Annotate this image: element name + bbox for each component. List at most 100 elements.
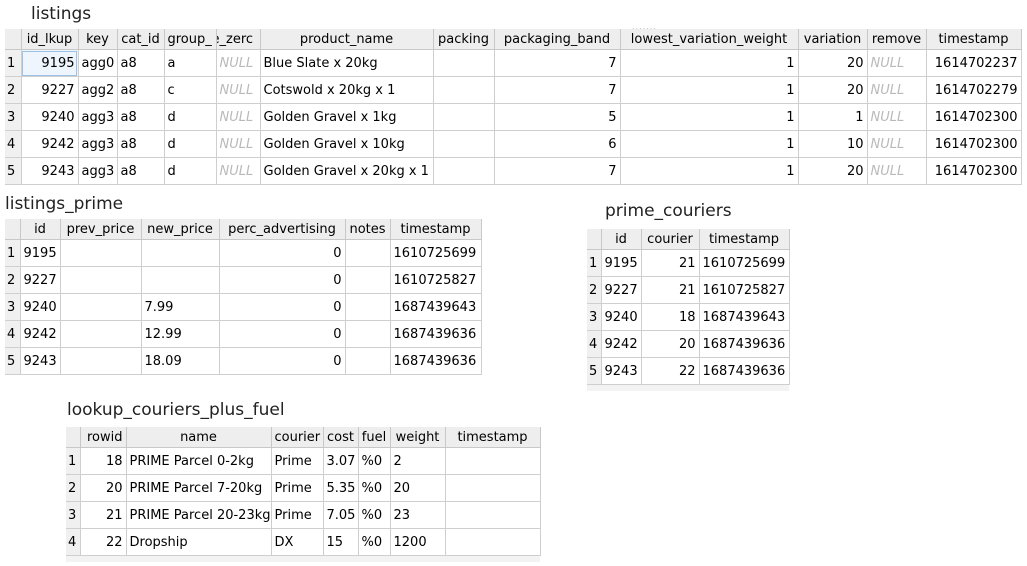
table-cell[interactable]: 20 (798, 157, 868, 185)
table-cell[interactable]: 18.09 (141, 347, 220, 375)
table-cell[interactable]: d (164, 103, 217, 131)
column-header[interactable]: variation (798, 29, 868, 50)
table-cell[interactable] (345, 320, 391, 348)
column-header[interactable]: rowid (80, 427, 127, 448)
column-header[interactable]: weight (390, 427, 446, 448)
table-cell[interactable] (433, 103, 495, 131)
table-row[interactable]: 5 9243 agg3 a8 d NULL Golden Gravel x 20… (5, 157, 1022, 185)
column-header[interactable]: group_ (164, 29, 217, 50)
table-cell[interactable]: 1610725699 (390, 239, 482, 267)
table-row[interactable]: 1 9195 agg0 a8 a NULL Blue Slate x 20kg … (5, 49, 1022, 77)
table-cell[interactable]: 22 (641, 357, 700, 385)
table-cell[interactable]: 20 (798, 76, 868, 104)
table-cell[interactable]: 10 (798, 130, 868, 158)
column-header[interactable]: cat_id (117, 29, 165, 50)
table-row[interactable]: 1 9195 21 1610725699 (587, 249, 790, 277)
table-cell[interactable]: 23 (390, 501, 446, 529)
table-cell[interactable]: 1614702300 (926, 103, 1022, 131)
table-cell[interactable]: %0 (358, 528, 391, 556)
table-cell[interactable]: PRIME Parcel 20-23kg (126, 501, 272, 529)
table-cell[interactable]: 0 (219, 293, 346, 321)
table-cell[interactable]: PRIME Parcel 0-2kg (126, 447, 272, 475)
table-cell[interactable]: a (164, 49, 217, 77)
row-number[interactable]: 1 (5, 239, 21, 267)
column-header[interactable]: perc_advertising (219, 219, 346, 240)
table-cell[interactable]: 1687439643 (699, 303, 790, 331)
column-header[interactable]: product_name (260, 29, 434, 50)
table-cell[interactable]: 1614702300 (926, 130, 1022, 158)
table-cell[interactable]: 0 (219, 320, 346, 348)
table-cell[interactable]: 9195 (21, 49, 79, 77)
table-cell[interactable]: 1 (798, 103, 868, 131)
table-cell[interactable]: a8 (117, 157, 165, 185)
table-cell[interactable]: 21 (80, 501, 127, 529)
table-cell[interactable]: 7.05 (323, 501, 359, 529)
table-cell[interactable]: 5.35 (323, 474, 359, 502)
table-cell[interactable]: 12.99 (141, 320, 220, 348)
column-header[interactable]: new_price (141, 219, 220, 240)
table-cell[interactable]: 1687439636 (699, 357, 790, 385)
table-cell[interactable]: 1687439636 (699, 330, 790, 358)
column-header[interactable]: id (20, 219, 61, 240)
table-cell[interactable]: a8 (117, 49, 165, 77)
table-cell[interactable]: agg2 (78, 76, 118, 104)
table-cell[interactable]: 9242 (20, 320, 61, 348)
table-cell[interactable]: 1614702300 (926, 157, 1022, 185)
column-header[interactable]: key (78, 29, 118, 50)
column-header[interactable]: prev_price (60, 219, 142, 240)
row-number[interactable]: 3 (66, 501, 81, 529)
table-cell[interactable]: 9243 (20, 347, 61, 375)
column-header[interactable]: courier (641, 229, 700, 250)
table-cell[interactable]: NULL (216, 49, 261, 77)
table-cell[interactable]: NULL (867, 103, 927, 131)
table-cell[interactable]: 1614702237 (926, 49, 1022, 77)
row-number[interactable]: 4 (5, 130, 22, 158)
table-cell[interactable]: %0 (358, 447, 391, 475)
table-cell[interactable]: 0 (219, 347, 346, 375)
table-cell[interactable]: PRIME Parcel 7-20kg (126, 474, 272, 502)
table-cell[interactable]: 1 (620, 49, 799, 77)
table-cell[interactable]: 20 (390, 474, 446, 502)
column-header[interactable]: notes (345, 219, 391, 240)
column-header[interactable]: cost (323, 427, 359, 448)
table-cell[interactable] (445, 528, 541, 556)
table-cell[interactable]: %0 (358, 501, 391, 529)
table-cell[interactable]: NULL (216, 103, 261, 131)
table-cell[interactable]: 1610725827 (699, 276, 790, 304)
column-header[interactable]: lowest_variation_weight (620, 29, 799, 50)
table-cell[interactable]: Prime (271, 501, 324, 529)
table-cell[interactable] (345, 239, 391, 267)
row-number[interactable]: 4 (587, 330, 602, 358)
table-cell[interactable]: 22 (80, 528, 127, 556)
table-cell[interactable]: 9227 (601, 276, 642, 304)
table-cell[interactable]: 9242 (601, 330, 642, 358)
table-cell[interactable]: 9195 (601, 249, 642, 277)
table-cell[interactable] (345, 347, 391, 375)
table-cell[interactable]: 1687439636 (390, 347, 482, 375)
table-cell[interactable]: 1687439643 (390, 293, 482, 321)
row-number[interactable]: 2 (587, 276, 602, 304)
row-header-corner[interactable] (5, 29, 22, 50)
table-cell[interactable]: Golden Gravel x 10kg (260, 130, 434, 158)
row-number[interactable]: 5 (587, 357, 602, 385)
table-cell[interactable] (433, 130, 495, 158)
table-row[interactable]: 3 9240 18 1687439643 (587, 303, 790, 331)
table-cell[interactable]: 9227 (21, 76, 79, 104)
table-row[interactable]: 4 9242 12.99 0 1687439636 (5, 320, 482, 348)
row-number[interactable]: 5 (5, 347, 21, 375)
table-row[interactable]: 4 22 Dropship DX 15 %0 1200 (66, 528, 541, 556)
table-row[interactable]: 5 9243 22 1687439636 (587, 357, 790, 385)
row-number[interactable]: 1 (5, 49, 22, 77)
column-header[interactable]: packaging_band (494, 29, 621, 50)
table-cell[interactable]: NULL (867, 76, 927, 104)
table-row[interactable]: 1 9195 0 1610725699 (5, 239, 482, 267)
table-cell[interactable] (445, 447, 541, 475)
row-number[interactable]: 4 (66, 528, 81, 556)
table-cell[interactable] (433, 76, 495, 104)
table-cell[interactable]: 21 (641, 276, 700, 304)
column-header[interactable]: timestamp (699, 229, 790, 250)
table-cell[interactable]: 1 (620, 76, 799, 104)
table-cell[interactable]: 7 (494, 76, 621, 104)
table-cell[interactable]: Dropship (126, 528, 272, 556)
table-cell[interactable]: 20 (641, 330, 700, 358)
